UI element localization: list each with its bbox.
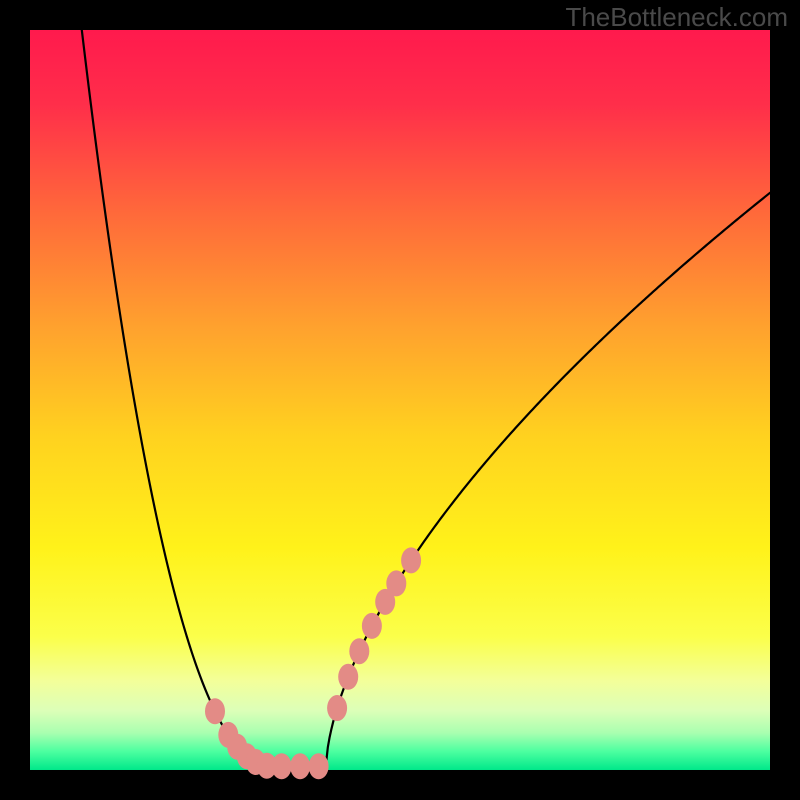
curve-marker — [205, 698, 225, 724]
curve-marker — [338, 664, 358, 690]
curve-marker — [362, 613, 382, 639]
curve-marker — [327, 695, 347, 721]
curve-marker — [386, 570, 406, 596]
curve-marker — [272, 753, 292, 779]
curve-marker — [309, 753, 329, 779]
curve-marker — [401, 547, 421, 573]
watermark-text: TheBottleneck.com — [565, 2, 788, 33]
chart-svg — [0, 0, 800, 800]
chart-frame: TheBottleneck.com — [0, 0, 800, 800]
curve-marker — [349, 638, 369, 664]
curve-marker — [290, 753, 310, 779]
plot-background — [30, 30, 770, 770]
